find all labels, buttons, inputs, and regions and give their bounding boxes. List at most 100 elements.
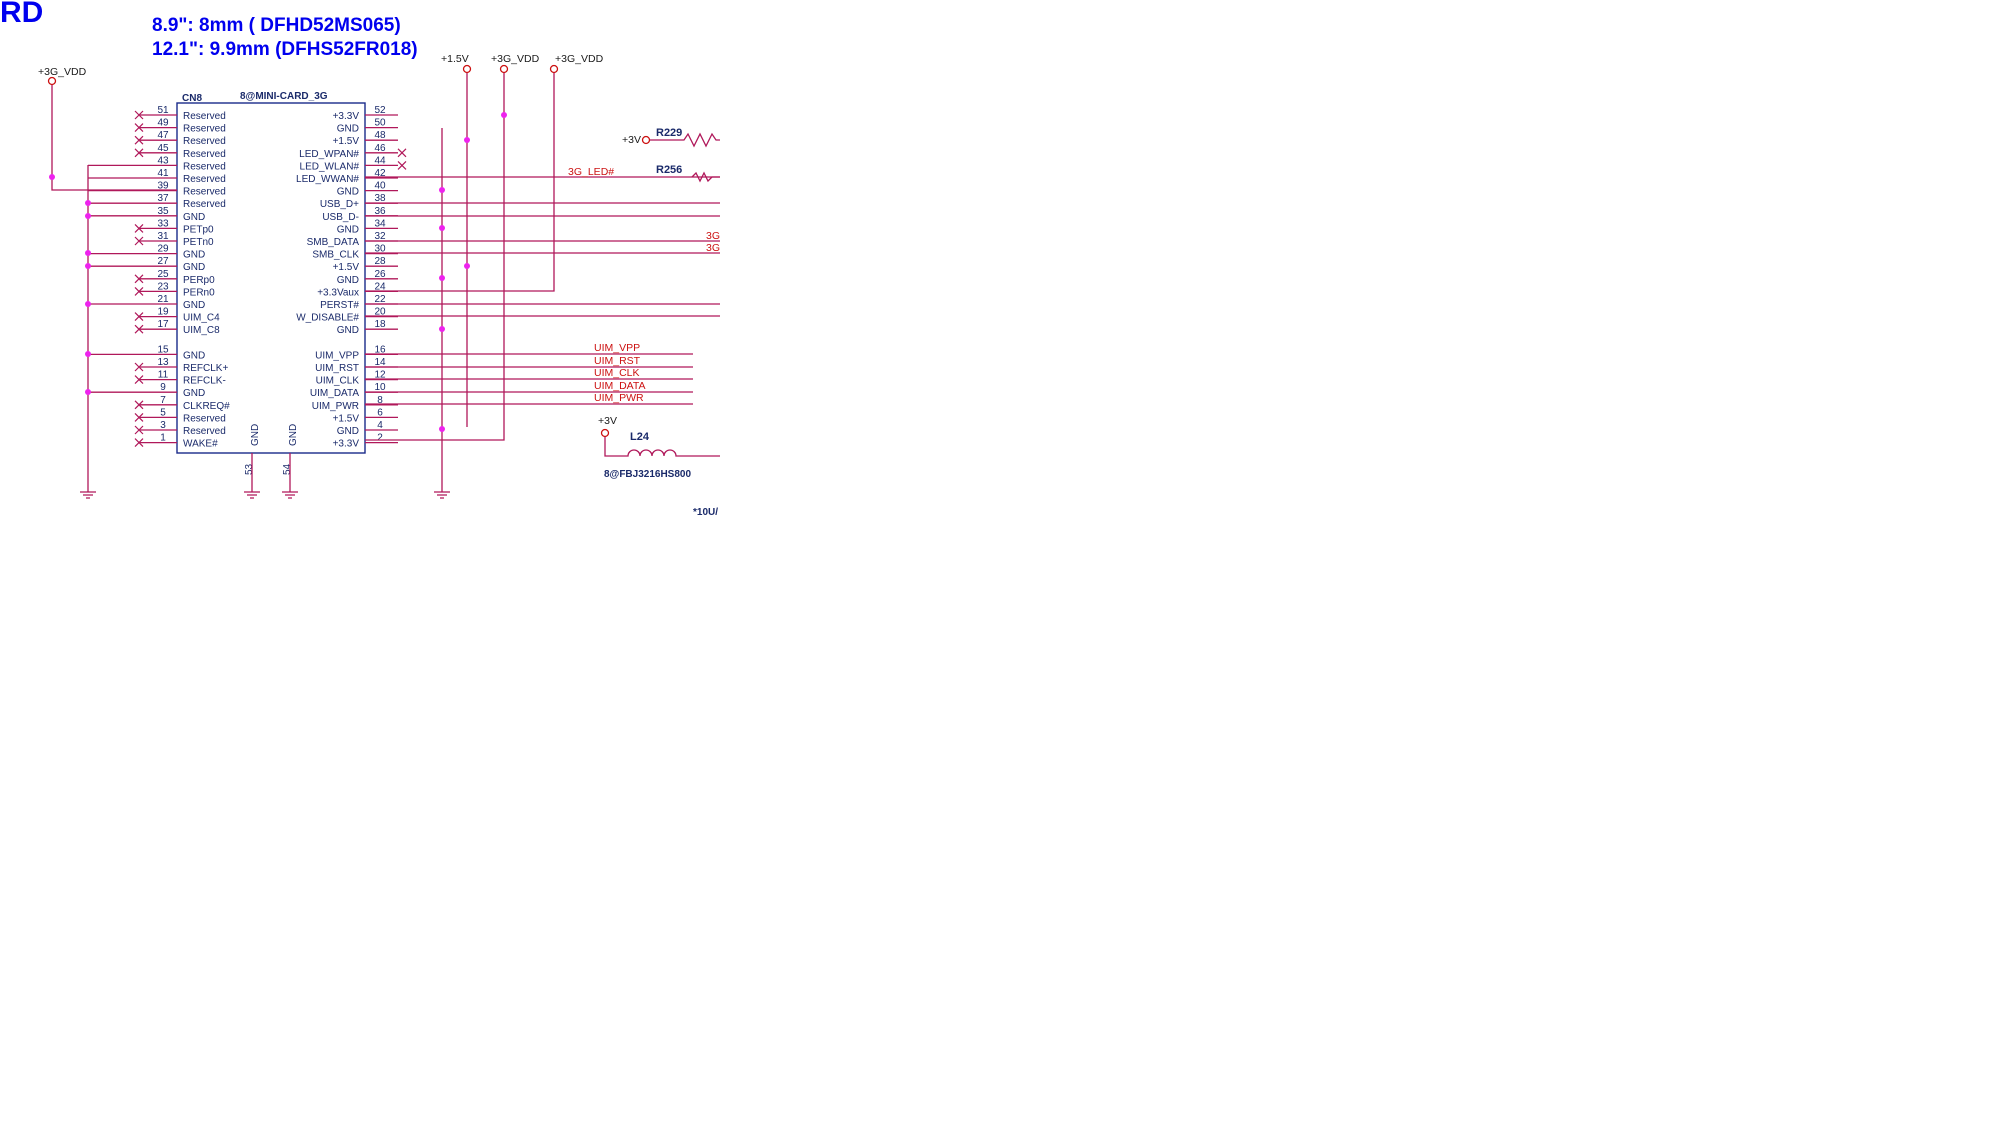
pin-name-left: REFCLK-: [183, 376, 226, 387]
junction-dot: [439, 426, 445, 432]
pin-number-right: 34: [374, 218, 386, 229]
wire-uim-nets: [365, 353, 693, 405]
pin-number-right: 52: [374, 105, 386, 116]
pin-name-left: Reserved: [183, 136, 226, 147]
power-port-1v5: [462, 64, 472, 74]
pin-number-left: 11: [158, 370, 169, 381]
pin-name-right: UIM_VPP: [315, 350, 359, 361]
junction-dot: [439, 187, 445, 193]
pin-name-right: LED_WLAN#: [300, 161, 360, 172]
pin-name-left: Reserved: [183, 199, 226, 210]
pin-name-right: +3.3Vaux: [317, 287, 359, 298]
pin-name-left: GND: [183, 350, 205, 361]
pin-name-right: USB_D+: [320, 199, 359, 210]
no-connect-mark: [134, 412, 144, 422]
power-port-3g-vdd-b: [549, 64, 559, 74]
pin-number-right: 18: [374, 319, 386, 330]
wire-offpage-signals: [365, 202, 720, 317]
pin-number-left: 41: [157, 168, 169, 179]
pin-number-left: 51: [157, 105, 169, 116]
pin-name-left: GND: [183, 250, 205, 261]
pin-number-right: 40: [374, 181, 386, 192]
pin-name-left: Reserved: [183, 174, 226, 185]
ground-symbol-53: [244, 491, 260, 499]
pin-number-left: 33: [157, 218, 169, 229]
pin-number-right: 44: [374, 155, 386, 166]
pin-number-right: 14: [374, 357, 386, 368]
pin-number-left: 47: [157, 130, 169, 141]
pin-name-left: Reserved: [183, 413, 226, 424]
pin-name-right: +3.3V: [333, 111, 360, 122]
power-label-r229: +3V: [622, 134, 641, 146]
pin-name-left: PERn0: [183, 287, 215, 298]
pin-number-left: 5: [160, 407, 166, 418]
pin-number-left: 1: [160, 433, 166, 444]
pin-number-right: 42: [374, 168, 386, 179]
no-connect-mark: [134, 324, 144, 334]
label-cap-fragment: *10U/: [693, 507, 718, 518]
no-connect-mark: [134, 400, 144, 410]
pin-name-right: UIM_RST: [315, 363, 359, 374]
pin-name-left: WAKE#: [183, 439, 218, 450]
pin-number-right: 38: [374, 193, 386, 204]
pin-name-left: Reserved: [183, 111, 226, 122]
power-label-3g-vdd-left: +3G_VDD: [38, 66, 87, 78]
connector-refdes: CN8: [182, 93, 202, 104]
no-connect-mark: [134, 110, 144, 120]
pin-name-right: +3.3V: [333, 439, 360, 450]
pin-number-right: 8: [377, 395, 383, 406]
pin-name-left: Reserved: [183, 124, 226, 135]
pin-name-right: W_DISABLE#: [296, 313, 359, 324]
pin-number-left: 35: [157, 206, 169, 217]
junction-dot: [439, 275, 445, 281]
resistor-r256: [691, 171, 720, 183]
power-port-l24: [600, 428, 610, 438]
pin-number-right: 22: [374, 294, 386, 305]
junction-dot: [85, 301, 91, 307]
pin-number-left: 31: [157, 231, 169, 242]
pin-name-right: GND: [337, 325, 359, 336]
net-label-uim-data: UIM_DATA: [594, 380, 646, 392]
pin-name-left: UIM_C4: [183, 313, 220, 324]
junction-dot: [464, 263, 470, 269]
net-label-uim-pwr: UIM_PWR: [594, 392, 644, 404]
pin-number-right: 46: [374, 143, 386, 154]
no-connect-mark: [134, 274, 144, 284]
pin-name-right: GND: [337, 275, 359, 286]
pin-number-right: 48: [374, 130, 386, 141]
pin-name-left: REFCLK+: [183, 363, 228, 374]
junction-dot: [439, 326, 445, 332]
pin-name-right: GND: [337, 426, 359, 437]
pin-name-left: GND: [183, 388, 205, 399]
pin-number-left: 21: [157, 294, 169, 305]
header-title-fragment: RD: [0, 0, 43, 29]
junction-dot: [85, 200, 91, 206]
no-connect-mark: [134, 223, 144, 233]
pin-name-right: PERST#: [320, 300, 359, 311]
no-connect-mark: [134, 123, 144, 133]
pin-number-left: 15: [157, 344, 169, 355]
connector-right-pins: 52+3.3V50GND48+1.5V46LED_WPAN#44LED_WLAN…: [296, 105, 407, 450]
header-size-note-1: 8.9": 8mm ( DFHD52MS065): [152, 15, 401, 36]
junction-dot: [439, 225, 445, 231]
label-l24-part: 8@FBJ3216HS800: [604, 469, 691, 480]
resistor-r229: [650, 132, 720, 148]
pin-number-left: 17: [157, 319, 169, 330]
junction-dots: [49, 112, 507, 432]
pin-number-left: 39: [157, 181, 169, 192]
pin-name-right: LED_WWAN#: [296, 174, 359, 185]
label-r256: R256: [656, 164, 682, 176]
pin-number-left: 27: [157, 256, 169, 267]
ground-symbol-left: [80, 491, 96, 499]
power-port-r229: [641, 135, 651, 145]
net-label-3g-led: 3G_LED#: [568, 166, 614, 178]
pin-number-left: 49: [157, 118, 169, 129]
no-connect-mark: [134, 375, 144, 385]
inductor-l24: [604, 437, 720, 457]
label-r229: R229: [656, 127, 682, 139]
power-label-3g-vdd-b: +3G_VDD: [555, 53, 604, 65]
no-connect-mark: [134, 438, 144, 448]
pin-name-right: UIM_PWR: [312, 401, 359, 412]
pin-number-left: 29: [157, 244, 169, 255]
